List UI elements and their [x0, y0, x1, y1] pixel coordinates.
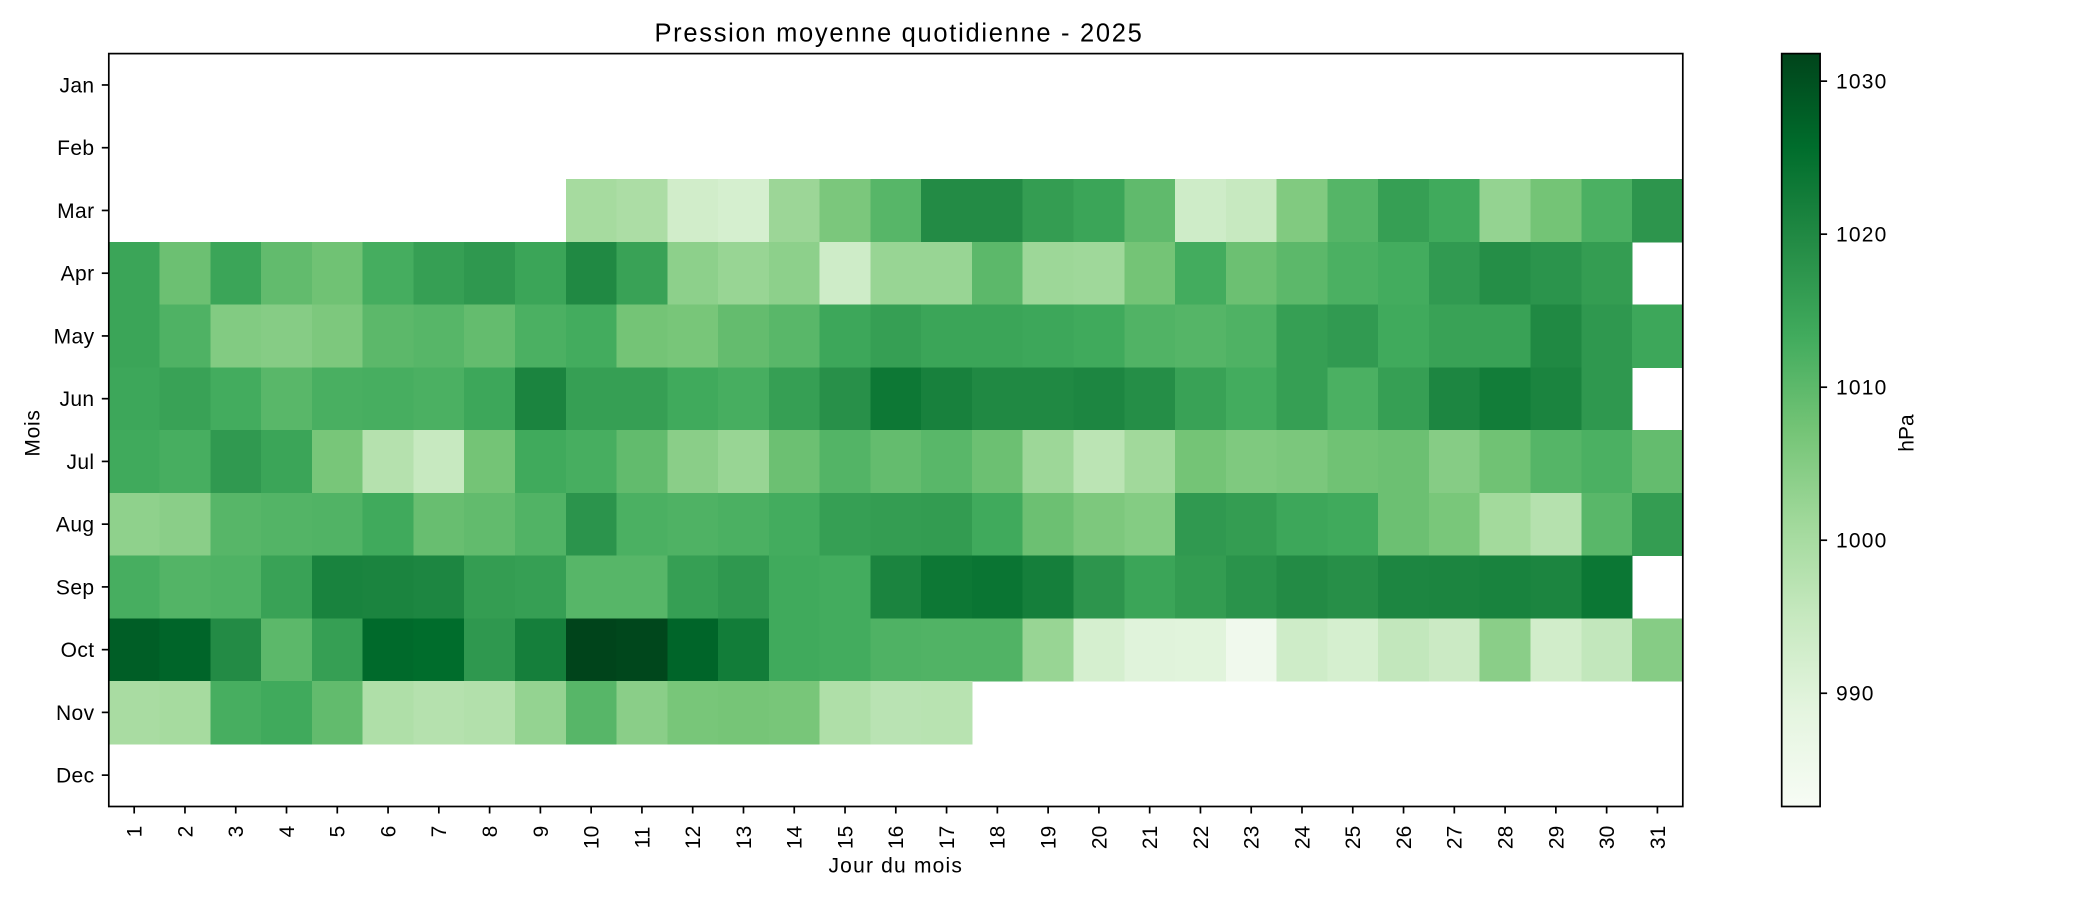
svg-text:Jan: Jan	[59, 74, 94, 97]
svg-text:18: 18	[987, 826, 1010, 849]
svg-text:26: 26	[1393, 826, 1416, 849]
svg-text:3: 3	[225, 826, 248, 838]
svg-text:1010: 1010	[1836, 377, 1888, 400]
svg-text:Jul: Jul	[66, 451, 94, 474]
svg-text:11: 11	[631, 826, 654, 848]
svg-text:May: May	[54, 325, 95, 348]
svg-text:23: 23	[1241, 826, 1264, 849]
svg-text:Feb: Feb	[57, 137, 94, 160]
svg-text:24: 24	[1291, 825, 1314, 849]
svg-text:13: 13	[733, 826, 756, 849]
svg-text:25: 25	[1342, 826, 1365, 849]
svg-text:2: 2	[174, 826, 197, 838]
svg-text:5: 5	[327, 826, 350, 838]
svg-text:hPa: hPa	[1895, 414, 1918, 452]
svg-text:31: 31	[1647, 826, 1670, 849]
svg-text:Mar: Mar	[57, 200, 94, 223]
svg-text:27: 27	[1444, 826, 1467, 849]
svg-text:1: 1	[124, 826, 147, 838]
svg-text:Mois: Mois	[21, 409, 44, 456]
svg-text:1020: 1020	[1836, 224, 1888, 247]
svg-text:Apr: Apr	[61, 263, 95, 286]
svg-text:Jour du mois: Jour du mois	[828, 855, 963, 878]
svg-text:22: 22	[1190, 826, 1213, 849]
svg-text:Oct: Oct	[61, 639, 95, 662]
svg-text:15: 15	[834, 826, 857, 849]
svg-text:21: 21	[1139, 826, 1162, 849]
svg-text:28: 28	[1494, 826, 1517, 849]
svg-text:14: 14	[784, 825, 807, 849]
svg-text:16: 16	[885, 826, 908, 849]
svg-text:1000: 1000	[1836, 530, 1888, 553]
svg-text:990: 990	[1836, 683, 1875, 706]
svg-text:9: 9	[530, 826, 553, 838]
svg-text:12: 12	[682, 826, 705, 849]
svg-text:30: 30	[1596, 826, 1619, 849]
svg-text:Jun: Jun	[59, 388, 94, 411]
svg-text:10: 10	[581, 826, 604, 849]
svg-text:Pression moyenne quotidienne -: Pression moyenne quotidienne - 2025	[654, 20, 1143, 48]
svg-text:4: 4	[276, 825, 299, 837]
svg-text:29: 29	[1545, 826, 1568, 849]
svg-text:Sep: Sep	[56, 576, 95, 599]
svg-text:1030: 1030	[1836, 71, 1888, 94]
svg-text:17: 17	[936, 826, 959, 849]
svg-text:6: 6	[377, 826, 400, 838]
svg-text:Dec: Dec	[56, 765, 95, 788]
svg-text:8: 8	[479, 826, 502, 838]
svg-text:Aug: Aug	[56, 514, 95, 537]
svg-text:7: 7	[428, 826, 451, 838]
svg-text:Nov: Nov	[56, 702, 95, 725]
svg-text:20: 20	[1088, 826, 1111, 849]
svg-text:19: 19	[1038, 826, 1061, 849]
